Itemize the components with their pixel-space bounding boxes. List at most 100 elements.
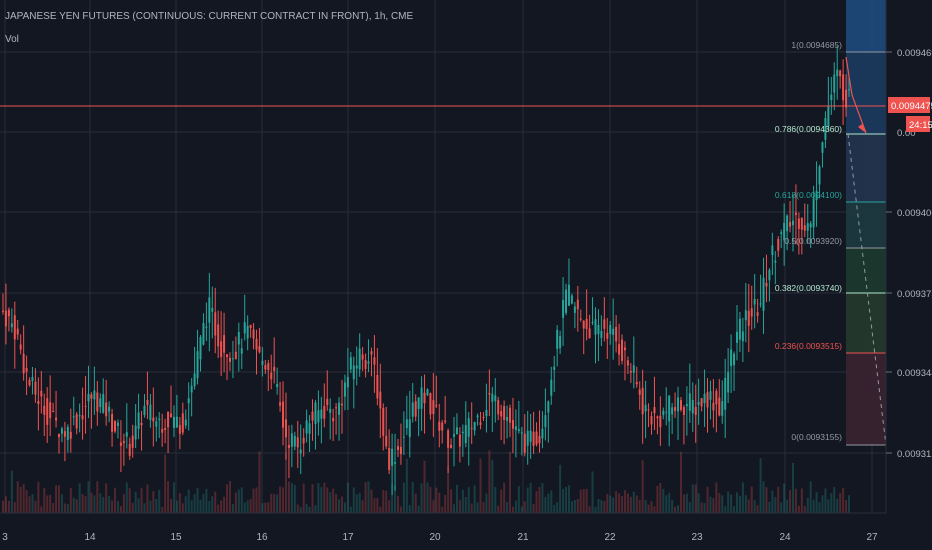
candle-body	[803, 225, 806, 231]
candle-body	[317, 410, 320, 423]
fib-zone	[846, 293, 886, 353]
volume-bar	[296, 504, 299, 513]
candle-body	[258, 346, 261, 353]
time-axis[interactable]: 3 14 15 16 17 20 21 22 23 24 27	[2, 532, 878, 543]
candle-body	[526, 430, 529, 446]
volume-bar	[461, 489, 464, 513]
candle-body	[161, 428, 164, 433]
candle-body	[10, 323, 13, 328]
candle-body	[579, 318, 582, 320]
volume-bar	[791, 462, 794, 513]
fib-label-0786: 0.786(0.0094360)	[775, 124, 842, 134]
volume-bar	[506, 502, 509, 513]
volume-bar	[535, 491, 538, 513]
volume-bar	[167, 481, 170, 513]
candle-body	[532, 431, 535, 446]
candle-body	[137, 412, 140, 429]
candle-body	[31, 377, 34, 381]
candle-body	[565, 289, 568, 313]
candle-body	[597, 324, 600, 335]
volume-bar	[812, 499, 815, 513]
volume-bar	[111, 500, 114, 513]
volume-bar	[594, 506, 597, 513]
volume-bar	[647, 504, 650, 513]
volume-bar	[818, 502, 821, 513]
candle-body	[58, 434, 61, 438]
candle-body	[588, 328, 591, 339]
price-tick-label: 0.0093750	[897, 289, 932, 300]
candle-body	[155, 421, 158, 427]
volume-bar	[116, 501, 119, 513]
volume-bar	[72, 497, 75, 513]
volume-bar	[588, 506, 591, 513]
volume-bar	[597, 498, 600, 513]
volume-bar	[408, 505, 411, 513]
volume-bar	[511, 506, 514, 513]
candle-body	[388, 447, 391, 470]
volume-bar	[231, 503, 234, 513]
candle-body	[479, 422, 482, 425]
candle-body	[349, 357, 352, 370]
volume-bar	[691, 484, 694, 513]
volume-bar	[2, 500, 4, 513]
candle-body	[447, 430, 450, 448]
candle-body	[848, 89, 850, 91]
volume-bar	[727, 491, 730, 513]
volume-bar	[329, 492, 332, 513]
volume-bar	[529, 482, 532, 513]
candle-body	[632, 365, 635, 373]
candle-body	[276, 383, 279, 388]
volume-bar	[615, 491, 618, 513]
volume-bar	[323, 482, 326, 513]
candle-body	[364, 360, 367, 370]
candle-body	[128, 444, 131, 456]
volume-bar	[485, 493, 488, 513]
volume-bar	[476, 502, 479, 513]
volume-bar	[58, 485, 61, 513]
candle-body	[538, 435, 541, 444]
volume-bar	[550, 490, 553, 513]
candle-body	[411, 402, 414, 417]
volume-bar	[264, 502, 267, 513]
candle-body	[691, 400, 694, 414]
candle-body	[81, 415, 84, 420]
candle-body	[550, 379, 553, 396]
price-axis[interactable]: 0.0094690 0.00 0.0094065 0.0093750 0.009…	[886, 48, 932, 460]
candle-body	[517, 429, 520, 432]
volume-bar	[75, 499, 78, 513]
candle-body	[181, 413, 184, 433]
volume-bar	[146, 484, 149, 513]
volume-bar	[317, 483, 320, 513]
candle-body	[497, 400, 500, 415]
volume-bar	[488, 450, 491, 513]
volume-bar	[134, 491, 137, 513]
candle-body	[523, 433, 526, 453]
candle-body	[231, 358, 234, 360]
volume-bar	[152, 491, 155, 513]
volume-bar	[526, 487, 529, 513]
volume-bar	[576, 499, 579, 513]
volume-bar	[228, 481, 231, 513]
volume-bar	[532, 504, 535, 513]
candle-body	[284, 419, 287, 438]
volume-bar	[455, 484, 458, 513]
arrow-path	[845, 56, 867, 134]
volume-bar	[659, 483, 662, 513]
fib-label-0618: 0.618(0.0094100)	[775, 190, 842, 200]
volume-bar	[164, 454, 167, 513]
volume-bar	[367, 481, 370, 513]
candle-body	[809, 223, 812, 228]
candle-body	[623, 347, 626, 351]
volume-bar	[541, 483, 544, 513]
candle-body	[544, 415, 547, 428]
candle-body	[164, 428, 167, 430]
volume-bar	[7, 500, 10, 513]
volume-bar	[470, 503, 473, 513]
volume-bar	[618, 493, 621, 513]
candle-body	[585, 318, 588, 329]
volume-bar	[417, 505, 420, 513]
volume-bar	[385, 490, 388, 513]
volume-bar	[721, 495, 724, 513]
